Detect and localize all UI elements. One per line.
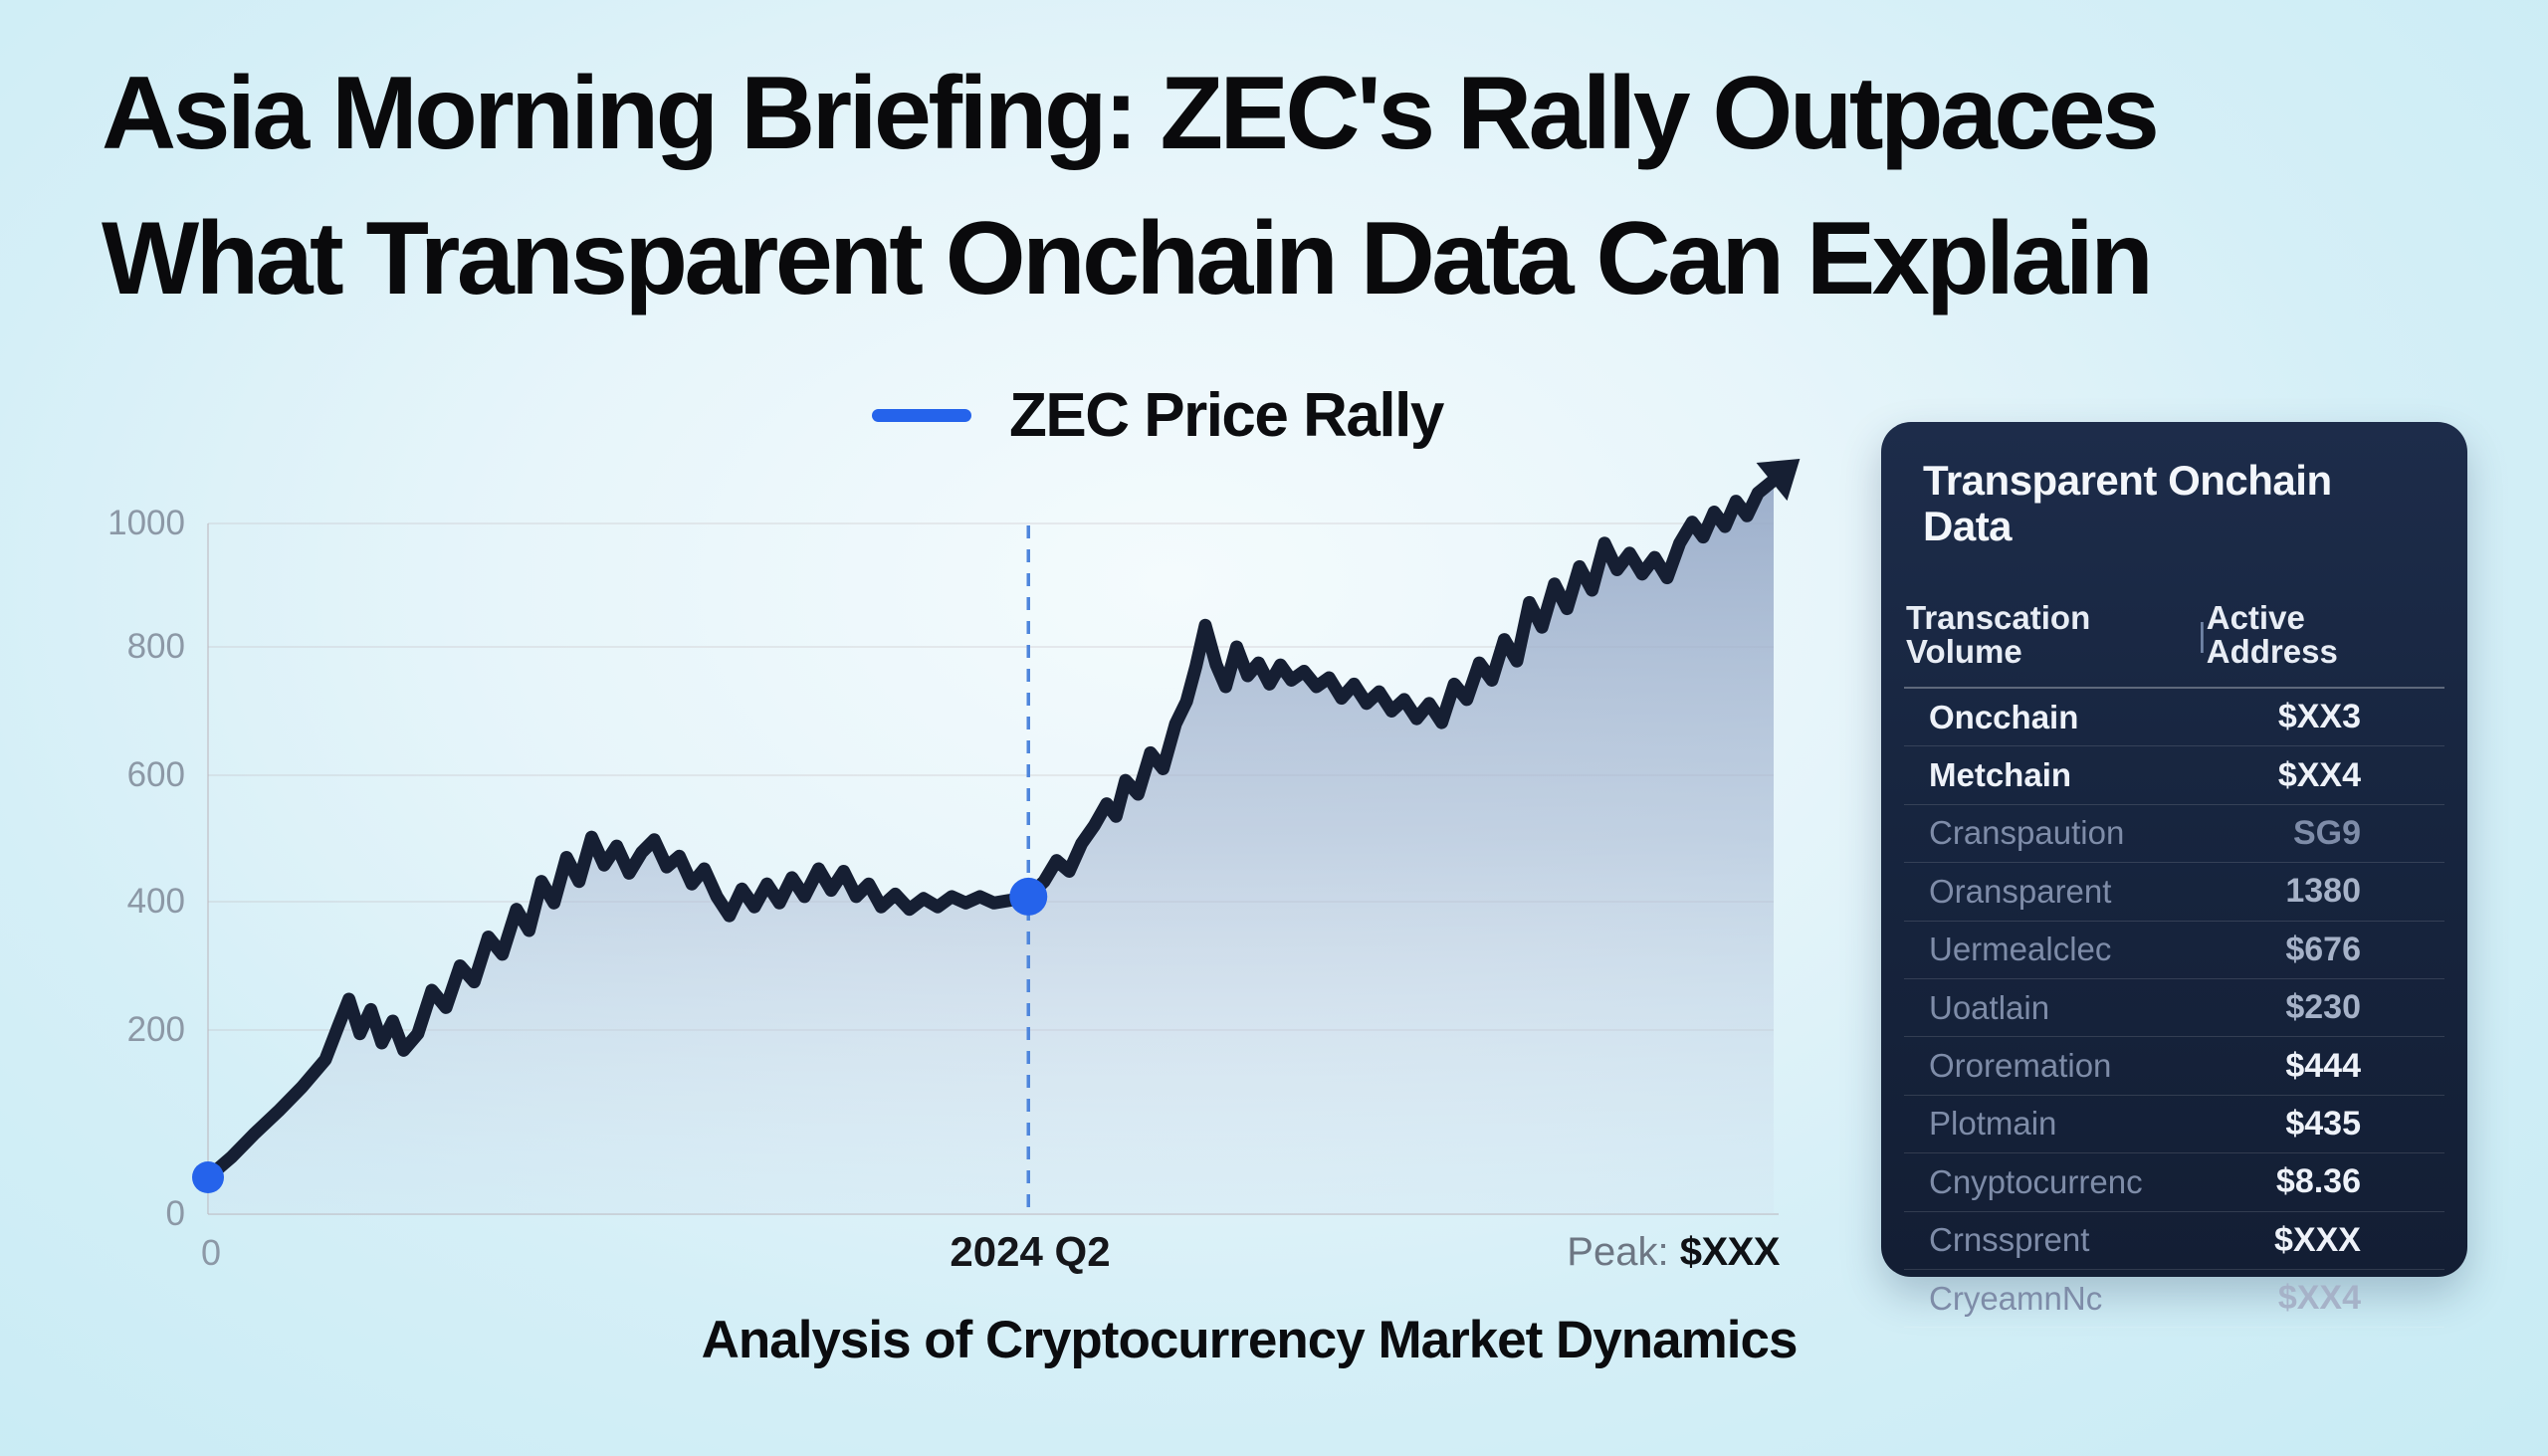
table-row: Ororemation $444	[1904, 1037, 2444, 1096]
table-row: CryeamnNc $XX4	[1904, 1270, 2444, 1329]
table-row: Uoatlain $230	[1904, 979, 2444, 1038]
y-axis-tick-label: 0	[165, 1194, 185, 1233]
row-label: Oransparent	[1929, 872, 2112, 910]
legend-line-swatch	[872, 409, 971, 422]
y-axis-tick-label: 600	[126, 755, 185, 794]
row-value: $444	[2285, 1046, 2361, 1085]
peak-annotation: Peak: $XXX	[1393, 1230, 1780, 1275]
table-row: Metchain $XX4	[1904, 746, 2444, 805]
table-row: Oncchain $XX3	[1904, 689, 2444, 747]
table-row: Cnyptocurrenc $8.36	[1904, 1153, 2444, 1212]
row-value: $XX4	[2277, 755, 2361, 794]
page-title: Asia Morning Briefing: ZEC's Rally Outpa…	[102, 42, 2470, 331]
row-value: $XX3	[2277, 698, 2361, 736]
peak-annotation-value: $XXX	[1679, 1230, 1781, 1274]
panel-column-headers: Transcation Volume | Active Address	[1904, 601, 2444, 689]
y-axis-tick-label: 400	[126, 882, 185, 921]
panel-title: Transparent Onchain Data	[1923, 457, 2332, 549]
onchain-data-panel: Transparent Onchain Data Transcation Vol…	[1881, 422, 2467, 1329]
table-row: Uermealclec $676	[1904, 922, 2444, 979]
table-row: Oransparent 1380	[1904, 863, 2444, 922]
row-label: Crnssprent	[1929, 1221, 2090, 1259]
table-row: Cranspaution SG9	[1904, 805, 2444, 864]
row-label: Uermealclec	[1929, 931, 2112, 968]
quarter-marker-dot	[1009, 877, 1048, 916]
panel-column-1: Transcation Volume	[1906, 599, 2091, 670]
panel-table-body: Oncchain $XX3 Metchain $XX4 Cranspaution SG9 O…	[1904, 689, 2444, 1329]
y-axis-tick-label: 200	[126, 1010, 185, 1049]
row-value: $XX4	[2277, 1279, 2361, 1318]
x-axis-origin-label: 0	[200, 1232, 222, 1273]
panel-column-divider: |	[2198, 616, 2207, 653]
row-value: $XXX	[2274, 1220, 2361, 1259]
x-axis-quarter-label: 2024 Q2	[950, 1228, 1111, 1275]
start-marker-dot	[192, 1161, 224, 1193]
table-row: Plotmain $435	[1904, 1096, 2444, 1154]
row-label: Cnyptocurrenc	[1929, 1162, 2143, 1200]
chart-legend: ZEC Price Rally	[872, 380, 1444, 451]
row-value: 1380	[2285, 872, 2361, 911]
price-line	[201, 474, 1781, 1184]
row-value: $676	[2285, 930, 2361, 968]
chart-caption: Analysis of Cryptocurrency Market Dynami…	[701, 1311, 1799, 1369]
peak-annotation-prefix: Peak:	[1567, 1230, 1669, 1274]
y-axis-tick-label: 1000	[107, 504, 185, 542]
row-label: Plotmain	[1929, 1105, 2057, 1143]
panel-column-2: Active Address	[2206, 599, 2338, 670]
area-fill	[208, 480, 1774, 1214]
table-row: Crnssprent $XXX	[1904, 1212, 2444, 1270]
row-value: $8.36	[2275, 1162, 2361, 1201]
row-value: SG9	[2292, 813, 2361, 852]
row-label: Cranspaution	[1929, 814, 2125, 852]
row-value: $435	[2285, 1104, 2361, 1143]
trend-arrowhead	[1756, 459, 1801, 502]
row-label: Uoatlain	[1929, 988, 2050, 1026]
row-label: Oncchain	[1929, 698, 2079, 735]
row-label: Ororemation	[1929, 1047, 2112, 1085]
row-value: $230	[2285, 988, 2361, 1027]
row-label: Metchain	[1929, 756, 2072, 794]
row-label: CryeamnNc	[1929, 1279, 2103, 1317]
y-axis-tick-label: 800	[126, 627, 185, 666]
legend-label: ZEC Price Rally	[1009, 381, 1444, 450]
page-title-line2: What Transparent Onchain Data Can Explai…	[102, 200, 2154, 316]
page-title-line1: Asia Morning Briefing: ZEC's Rally Outpa…	[102, 56, 2160, 171]
